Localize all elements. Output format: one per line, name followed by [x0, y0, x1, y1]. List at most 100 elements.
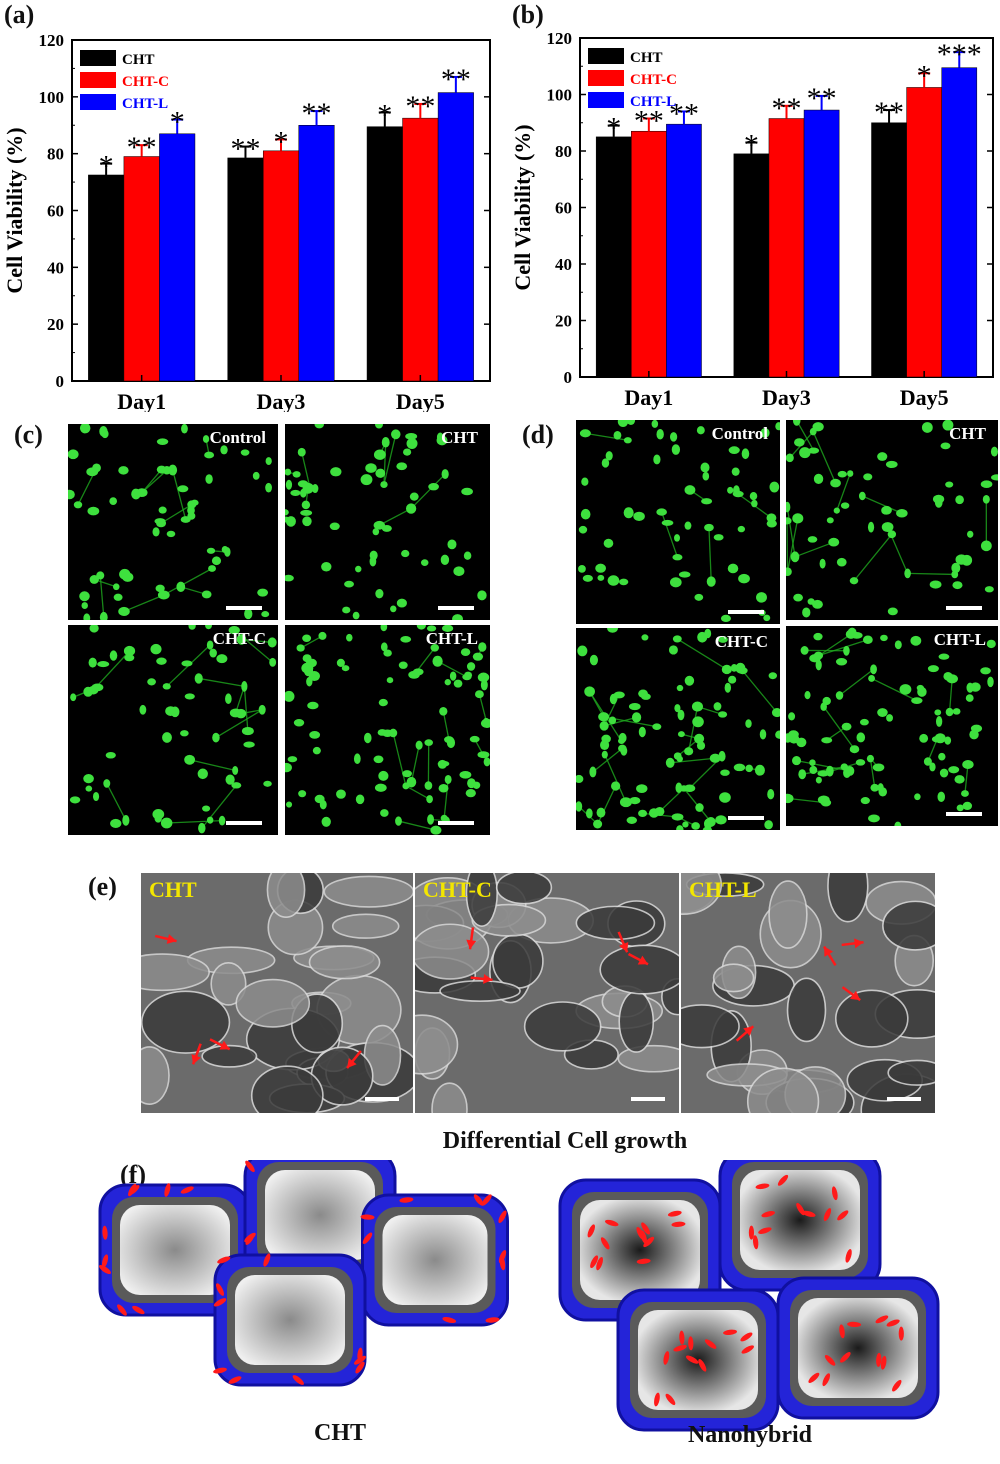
cell-arrowhead [743, 1026, 754, 1036]
significance-label: * [917, 59, 932, 92]
cell-body [656, 429, 664, 440]
cell-body [948, 766, 960, 774]
bar [227, 157, 264, 382]
scale-bar [728, 610, 764, 614]
y-tick-label: 20 [47, 315, 64, 334]
cell-body [241, 726, 254, 736]
cell-body [962, 760, 974, 769]
cell-marker [636, 1258, 651, 1264]
bar [906, 87, 942, 378]
cell-body [432, 655, 443, 667]
cell-body [427, 814, 435, 825]
cell-body [576, 774, 584, 784]
image-label: CHT-C [714, 632, 768, 651]
cell-body [896, 508, 908, 518]
cell-body [638, 689, 648, 698]
significance-label: * [606, 112, 621, 145]
image-label: CHT [441, 428, 478, 447]
neurite [198, 677, 245, 688]
cell-body [475, 690, 484, 699]
cell-body [580, 508, 591, 520]
cell-body [756, 592, 767, 603]
cell-body [741, 448, 750, 460]
cell-body [122, 814, 130, 826]
cell-body [626, 816, 638, 824]
cell-body [319, 800, 327, 810]
cell-body [737, 525, 746, 533]
cell-body [180, 730, 189, 737]
pore [439, 980, 521, 1002]
image-label: CHT-L [933, 630, 986, 649]
cell-body [771, 708, 780, 718]
cell-body [822, 696, 831, 706]
cell-body [409, 492, 419, 501]
neurite [405, 785, 430, 800]
scale-bar [728, 816, 764, 820]
cell-field-image [285, 625, 490, 835]
cell-body [626, 420, 636, 426]
cell-body [672, 554, 683, 561]
cell-body [817, 795, 830, 805]
pore [882, 900, 935, 951]
pore [768, 880, 808, 949]
cell-arrowhead [824, 946, 834, 957]
bar [768, 118, 805, 378]
cell-body [336, 789, 346, 799]
cell-body [420, 559, 429, 567]
bar [262, 150, 300, 382]
cell-body [79, 591, 90, 602]
cell-body [929, 580, 942, 589]
cell-body [715, 815, 727, 825]
cell-marker [723, 1329, 738, 1336]
cell-body [760, 427, 770, 438]
cell-body [442, 625, 454, 633]
cell-body [113, 583, 120, 591]
cell-body [609, 693, 618, 705]
cell-marker [102, 1225, 108, 1240]
neurite [869, 758, 876, 788]
cell-body [939, 768, 949, 778]
x-tick-label: Day5 [396, 389, 445, 412]
fluorescence-d-cht-l: CHT-L [786, 626, 998, 826]
significance-label: * [274, 125, 289, 158]
pore [746, 1067, 820, 1113]
significance-label: *** [937, 38, 982, 71]
pore [415, 923, 490, 980]
cell-body [424, 781, 433, 790]
neurite [189, 759, 236, 772]
cell-marker [777, 1174, 789, 1186]
cell-body [813, 473, 824, 484]
legend-swatch [80, 50, 116, 66]
cell-body [656, 508, 667, 516]
cell-body [300, 509, 313, 516]
cell-body [205, 474, 213, 484]
sem-texture [681, 873, 935, 1113]
cell-marker [880, 1355, 887, 1370]
cell-body [285, 690, 295, 702]
cell-body [99, 426, 108, 437]
cell-body [303, 666, 314, 677]
legend-swatch [588, 48, 624, 64]
cell-body [232, 765, 239, 775]
cell-marker [704, 1339, 717, 1349]
cell-body [728, 675, 737, 684]
cell-body [794, 438, 805, 447]
significance-label: * [377, 98, 392, 131]
scale-bar [946, 812, 982, 816]
cell-body [267, 637, 277, 648]
cell-body [314, 424, 324, 429]
cell-body [206, 547, 216, 554]
cell-marker [752, 1235, 759, 1250]
cell-body [938, 752, 946, 761]
cell-body [673, 752, 682, 760]
cell-body [123, 645, 136, 657]
cell-body [155, 584, 165, 593]
cell-marker [590, 1255, 599, 1269]
cell-body [597, 574, 605, 581]
cell-body [426, 625, 437, 632]
cell-body [849, 745, 860, 754]
cell-body [619, 797, 632, 808]
neurite [823, 706, 856, 750]
pore-lumen [265, 1170, 375, 1260]
